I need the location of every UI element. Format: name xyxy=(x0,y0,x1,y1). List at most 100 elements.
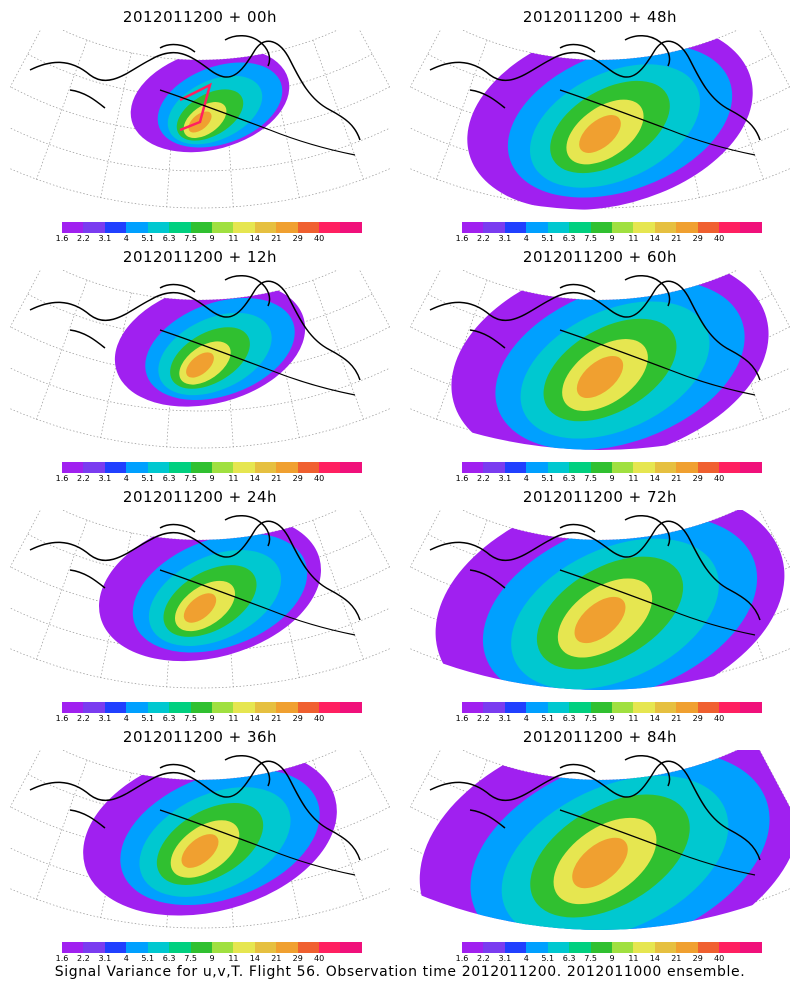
colorbar-swatch xyxy=(547,462,570,473)
colorbar-swatch xyxy=(590,942,612,953)
map-panel: 2012011200 + 00h 1.6 2.2 3.1 4 5.1 6.3 7.5 9 11 1… xyxy=(0,0,426,245)
colorbar-swatch xyxy=(190,462,212,473)
colorbar-tick-label: 21 xyxy=(671,714,682,723)
colorbar-ticks: 1.6 2.2 3.1 4 5.1 6.3 7.5 9 11 14 21 29 40 xyxy=(456,714,762,724)
colorbar-swatch xyxy=(104,462,127,473)
colorbar-swatch xyxy=(126,942,148,953)
colorbar-tick-label: 14 xyxy=(249,714,260,723)
colorbar xyxy=(62,942,362,953)
variance-map xyxy=(374,261,800,450)
panel-title: 2012011200 + 36h xyxy=(122,728,278,746)
colorbar-swatch xyxy=(211,222,234,233)
grid-meridian xyxy=(374,261,446,394)
colorbar-tick-label: 5.1 xyxy=(141,474,155,483)
colorbar-swatch xyxy=(526,462,548,473)
colorbar-swatch xyxy=(340,222,362,233)
variance-field-orange xyxy=(186,352,214,378)
colorbar-tick-label: 4 xyxy=(123,954,129,963)
panel-title: 2012011200 + 48h xyxy=(522,8,678,26)
colorbar-tick-label: 2.2 xyxy=(477,234,490,243)
colorbar-tick-label: 9 xyxy=(609,714,615,723)
colorbar-swatch xyxy=(740,462,762,473)
colorbar-swatch xyxy=(654,462,677,473)
colorbar-swatch xyxy=(526,942,548,953)
colorbar-tick-label: 11 xyxy=(628,714,639,723)
colorbar-tick-label: 29 xyxy=(692,954,703,963)
colorbar-swatch xyxy=(611,702,634,713)
colorbar-swatch xyxy=(633,222,655,233)
colorbar-tick-label: 14 xyxy=(249,474,260,483)
map-svg xyxy=(374,501,800,690)
colorbar-tick-label: 5.1 xyxy=(541,714,555,723)
colorbar-swatch xyxy=(526,702,548,713)
variance-map xyxy=(0,501,426,690)
border-line xyxy=(559,89,756,156)
colorbar-tick-label: 1.6 xyxy=(55,234,69,243)
variance-field-orange xyxy=(183,593,217,623)
colorbar-tick-label: 6.3 xyxy=(562,234,576,243)
grid-meridian xyxy=(374,21,446,154)
colorbar-ticks: 1.6 2.2 3.1 4 5.1 6.3 7.5 9 11 14 21 29 40 xyxy=(56,234,362,244)
grid-latitude xyxy=(0,119,408,172)
colorbar-ticks: 1.6 2.2 3.1 4 5.1 6.3 7.5 9 11 14 21 29 40 xyxy=(56,474,362,484)
panel-title: 2012011200 + 00h xyxy=(122,8,278,26)
figure-caption: Signal Variance for u,v,T. Flight 56. Ob… xyxy=(54,964,746,980)
colorbar-tick-label: 2.2 xyxy=(77,474,90,483)
colorbar-swatch xyxy=(547,702,570,713)
colorbar-tick-label: 40 xyxy=(714,714,725,723)
colorbar-swatch xyxy=(297,702,320,713)
colorbar-swatch xyxy=(319,222,341,233)
colorbar-swatch xyxy=(611,942,634,953)
colorbar-tick-label: 3.1 xyxy=(98,474,112,483)
grid-meridian xyxy=(35,279,88,422)
colorbar-tick-label: 40 xyxy=(314,954,325,963)
colorbar-swatch xyxy=(547,222,570,233)
colorbar xyxy=(62,222,362,233)
colorbar-swatch xyxy=(276,222,298,233)
colorbar-tick-label: 14 xyxy=(649,954,660,963)
colorbar-tick-label: 14 xyxy=(249,954,260,963)
colorbar-swatch xyxy=(340,462,362,473)
colorbar-tick-label: 4 xyxy=(523,234,529,243)
border-line xyxy=(159,809,356,876)
colorbar-swatch xyxy=(211,702,234,713)
colorbar-swatch xyxy=(633,462,655,473)
coastline xyxy=(429,275,761,381)
variance-field-orange xyxy=(579,115,621,153)
panel-title: 2012011200 + 24h xyxy=(122,488,278,506)
grid-latitude xyxy=(0,359,408,412)
grid-meridian xyxy=(0,741,46,827)
colorbar-swatch xyxy=(569,702,591,713)
colorbar-tick-label: 7.5 xyxy=(184,714,197,723)
colorbar-tick-label: 2.2 xyxy=(477,954,490,963)
colorbar-tick-label: 1.6 xyxy=(455,234,469,243)
grid-meridian xyxy=(99,52,132,200)
grid-meridian xyxy=(374,741,446,874)
colorbar-tick-label: 6.3 xyxy=(162,474,176,483)
colorbar-ticks: 1.6 2.2 3.1 4 5.1 6.3 7.5 9 11 14 21 29 40 xyxy=(456,954,762,964)
grid-meridian xyxy=(374,501,446,634)
colorbar-tick-label: 29 xyxy=(692,714,703,723)
map-panel: 2012011200 + 48h 1.6 2.2 3.1 4 5.1 6.3 7.5 9 11 1… xyxy=(374,0,800,245)
coastline xyxy=(429,35,761,141)
grid-latitude xyxy=(392,359,800,412)
colorbar-tick-label: 14 xyxy=(649,234,660,243)
colorbar-swatch xyxy=(340,942,362,953)
colorbar-swatch xyxy=(169,702,191,713)
map-svg xyxy=(374,741,800,930)
map-panel: 2012011200 + 36h 1.6 2.2 3.1 4 5.1 6.3 7.5 9 11 1… xyxy=(0,720,426,965)
coastline xyxy=(429,515,761,621)
colorbar-tick-label: 6.3 xyxy=(562,954,576,963)
colorbar-swatch xyxy=(147,942,170,953)
colorbar-tick-label: 40 xyxy=(314,474,325,483)
colorbar-swatch xyxy=(297,222,320,233)
colorbar-swatch xyxy=(697,702,720,713)
colorbar-tick-label: 1.6 xyxy=(55,474,69,483)
border-line xyxy=(559,329,756,396)
colorbar-tick-label: 21 xyxy=(671,234,682,243)
colorbar-tick-label: 29 xyxy=(292,714,303,723)
colorbar-swatch xyxy=(169,942,191,953)
colorbar-swatch xyxy=(654,942,677,953)
colorbar-swatch xyxy=(719,462,741,473)
grid-meridian xyxy=(354,21,426,154)
